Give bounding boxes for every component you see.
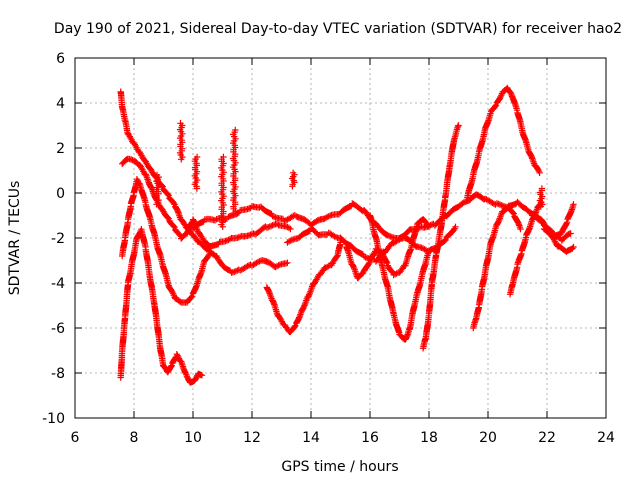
x-tick-label: 8 (130, 430, 139, 446)
y-tick-label: -4 (51, 276, 65, 292)
y-tick-label: -2 (51, 231, 65, 247)
spike-3 (218, 153, 227, 230)
series-sat-k (470, 204, 524, 332)
spike-5 (153, 171, 162, 208)
y-tick-label: 0 (56, 186, 65, 202)
series-sat-m (506, 198, 545, 298)
x-tick-label: 16 (361, 430, 379, 446)
series-sat-h (343, 216, 433, 282)
y-tick-labels: -10 -8 -6 -4 -2 0 2 4 6 (42, 51, 65, 427)
x-tick-labels: 6 8 10 12 14 16 18 20 22 24 (71, 430, 615, 446)
x-tick-label: 6 (71, 430, 80, 446)
x-tick-label: 14 (302, 430, 320, 446)
y-tick-label: 6 (56, 51, 65, 67)
chart-title: Day 190 of 2021, Sidereal Day-to-day VTE… (54, 21, 622, 37)
x-tick-label: 20 (479, 430, 497, 446)
x-tick-label: 18 (420, 430, 438, 446)
series-sat-i (366, 212, 433, 343)
series-sat-l (464, 84, 543, 201)
x-axis-label: GPS time / hours (281, 459, 398, 475)
x-tick-label: 12 (243, 430, 261, 446)
data-points (117, 84, 577, 386)
y-axis-label: SDTVAR / TECUs (7, 181, 23, 296)
x-tick-label: 10 (184, 430, 202, 446)
spike-0 (176, 120, 186, 163)
x-tick-label: 24 (597, 430, 615, 446)
y-tick-label: 2 (56, 141, 65, 157)
y-tick-label: -6 (51, 321, 65, 337)
series-sat-j (419, 122, 462, 352)
y-tick-label: 4 (56, 96, 65, 112)
spike-4 (288, 169, 298, 190)
series-sat-f (263, 239, 344, 336)
x-tick-label: 22 (538, 430, 556, 446)
spike-2 (229, 126, 239, 215)
axis-ticks (74, 57, 607, 419)
y-tick-label: -8 (51, 366, 65, 382)
spike-6 (536, 185, 546, 210)
series-sat-b (119, 176, 214, 306)
y-tick-label: -10 (42, 411, 65, 427)
series-sat-o (540, 201, 577, 241)
spike-1 (191, 153, 201, 192)
series-sat-c (117, 226, 206, 386)
